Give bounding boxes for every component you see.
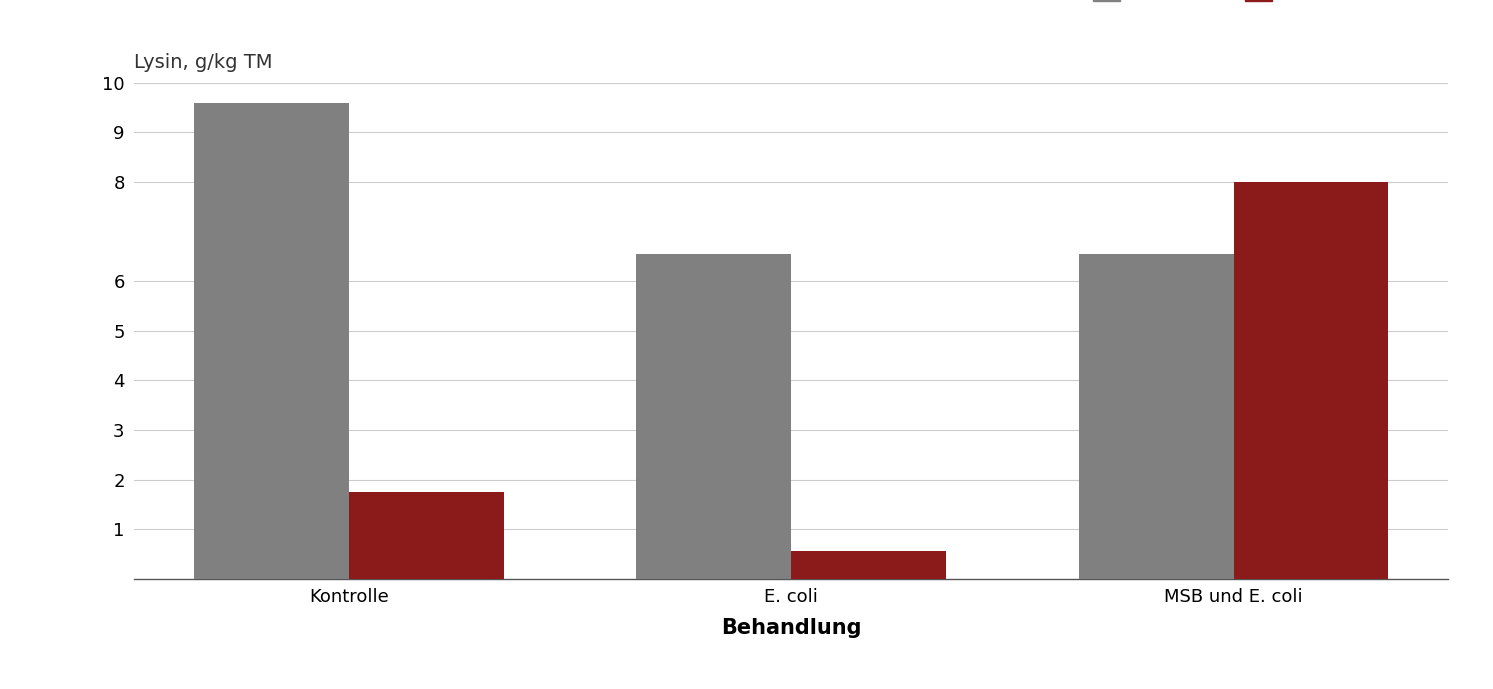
- Legend: 0 Stunden, nach 20 Stunden: 0 Stunden, nach 20 Stunden: [1093, 0, 1439, 2]
- Bar: [1233, 182, 1388, 579]
- Bar: [1079, 254, 1233, 579]
- Bar: [349, 492, 503, 579]
- Text: Lysin, g/kg TM: Lysin, g/kg TM: [134, 53, 273, 72]
- Bar: [791, 551, 947, 579]
- Bar: [636, 254, 791, 579]
- Bar: [194, 103, 349, 579]
- X-axis label: Behandlung: Behandlung: [721, 617, 861, 637]
